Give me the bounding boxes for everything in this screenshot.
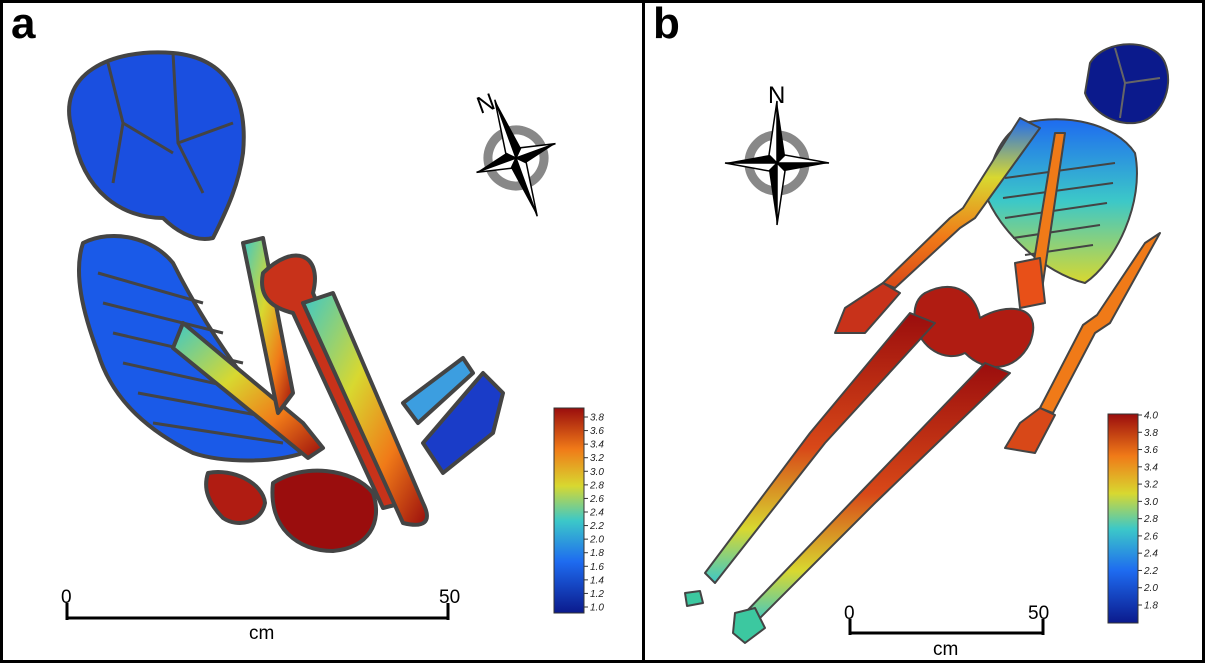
skeleton-b-figure: N 4.0 3.8 3.6 3.4 3.2 3.0 2.8 2.6 2.4 2.2 2.0 1.8 0… bbox=[684, 43, 1170, 660]
foot-a-2 bbox=[421, 371, 505, 475]
legend-tick-label: 2.8 bbox=[1143, 514, 1158, 525]
scale-start-a: 0 bbox=[61, 587, 72, 608]
leg-a-tibia bbox=[301, 291, 429, 527]
legend-tick-label: 2.6 bbox=[1143, 531, 1158, 542]
foot-a-1 bbox=[401, 356, 475, 425]
legend-tick-label: 1.2 bbox=[590, 589, 604, 600]
legend-tick-label: 3.2 bbox=[1144, 480, 1158, 491]
legend-tick-label: 4.0 bbox=[1144, 411, 1158, 422]
legend-tick-label: 2.2 bbox=[1143, 566, 1158, 577]
skull-a bbox=[67, 50, 246, 241]
hand-b-left bbox=[834, 282, 901, 334]
panel-letter-a: a bbox=[11, 0, 36, 48]
legend-tick-label: 1.4 bbox=[590, 575, 604, 586]
foot-b-right bbox=[732, 607, 766, 644]
legend-tick-label: 2.0 bbox=[589, 535, 604, 546]
legend-tick-label: 2.4 bbox=[1143, 549, 1158, 560]
adult-skeleton bbox=[684, 43, 1170, 644]
legend-tick-label: 2.2 bbox=[589, 521, 604, 532]
north-label-a: N bbox=[473, 88, 499, 119]
legend-tick-label: 1.6 bbox=[590, 562, 604, 573]
legend-tick-label: 3.4 bbox=[590, 440, 604, 451]
scale-bar-b: 0 50 cm bbox=[844, 603, 1049, 660]
panel-a: a bbox=[0, 0, 645, 663]
color-legend-a: 3.8 3.6 3.4 3.2 3.0 2.8 2.6 2.4 2.2 2.0 1.8 1.6 1.4 1… bbox=[553, 407, 604, 614]
leg-a-upper bbox=[241, 236, 295, 415]
legend-tick-label: 3.2 bbox=[590, 453, 604, 464]
color-legend-b: 4.0 3.8 3.6 3.4 3.2 3.0 2.8 2.6 2.4 2.2 2.0 1.8 bbox=[1107, 411, 1158, 624]
legend-tick-label: 1.8 bbox=[590, 548, 604, 559]
scale-unit-a: cm bbox=[249, 623, 274, 644]
legend-tick-label: 3.8 bbox=[590, 413, 604, 424]
arm-b-left bbox=[882, 117, 1041, 289]
legend-tick-label: 3.6 bbox=[590, 426, 604, 437]
scale-end-b: 50 bbox=[1028, 603, 1049, 624]
north-arrow-a bbox=[476, 99, 556, 217]
scale-unit-b: cm bbox=[933, 639, 958, 660]
north-arrow-b bbox=[724, 100, 830, 226]
scale-start-b: 0 bbox=[844, 603, 855, 624]
legend-tick-label: 3.6 bbox=[1144, 445, 1158, 456]
legend-tick-label: 1.0 bbox=[590, 603, 604, 614]
legend-tick-label: 1.8 bbox=[1144, 601, 1158, 612]
foot-b-left bbox=[684, 590, 704, 607]
scale-end-a: 50 bbox=[439, 587, 460, 608]
pelvis-a bbox=[270, 468, 379, 553]
scale-bar-a: 0 50 cm bbox=[61, 587, 460, 644]
skeleton-a-figure: N 3.8 3.6 3.4 3.2 3.0 2.8 2.6 2.4 2.2 2.0 1.8 1.6 1.… bbox=[61, 50, 604, 644]
leg-b-left bbox=[704, 312, 936, 584]
legend-tick-label: 2.4 bbox=[589, 508, 604, 519]
legend-tick-label: 2.6 bbox=[589, 494, 604, 505]
hand-b-right bbox=[1004, 407, 1056, 454]
legend-tick-label: 3.4 bbox=[1144, 462, 1158, 473]
legend-tick-label: 3.8 bbox=[1144, 428, 1158, 439]
north-label-b: N bbox=[768, 82, 785, 109]
legend-tick-label: 2.8 bbox=[589, 480, 604, 491]
legend-tick-label: 3.0 bbox=[1144, 497, 1158, 508]
legend-tick-label: 3.0 bbox=[590, 467, 604, 478]
legend-tick-label: 2.0 bbox=[1143, 583, 1158, 594]
panel-b: b bbox=[642, 0, 1205, 663]
infant-skeleton bbox=[67, 50, 505, 553]
panel-letter-b: b bbox=[653, 0, 680, 48]
